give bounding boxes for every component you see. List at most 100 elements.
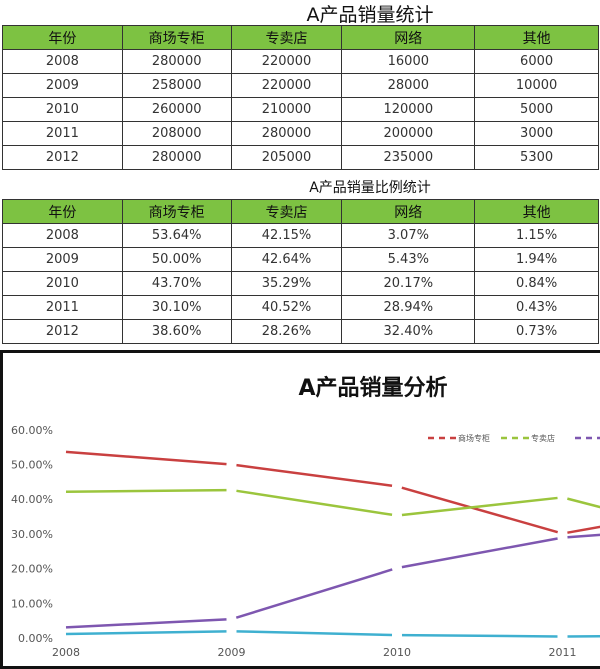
table-cell: 0.84%	[474, 271, 599, 296]
column-header: 商场专柜	[121, 199, 232, 224]
table-row: 2010 260000 210000 120000 5000	[2, 97, 599, 122]
series-line-segment	[401, 537, 558, 569]
table1-title: A产品销量统计	[306, 4, 434, 26]
table-cell: 2008	[2, 223, 123, 248]
chart-svg: A产品销量分析 0.00% 10.00% 20.00% 30.00% 40.00% 50.…	[11, 376, 600, 659]
table-cell: 0.73%	[474, 319, 599, 344]
series-line-segment	[567, 635, 600, 638]
x-tick-label: 2010	[383, 646, 411, 659]
table-cell: 280000	[121, 145, 232, 170]
sales-table: 年份 商场专柜 专卖店 网络 其他 2008 280000 220000 16000 6000 20…	[2, 25, 599, 170]
table-cell: 30.10%	[121, 295, 232, 320]
table-cell: 1.15%	[474, 223, 599, 248]
table-cell: 210000	[230, 97, 343, 122]
series-line-segment	[65, 618, 227, 629]
y-tick-label: 30.00%	[11, 528, 53, 541]
table-cell: 3000	[474, 121, 599, 146]
column-header: 网络	[341, 199, 476, 224]
table-cell: 20.17%	[341, 271, 476, 296]
table-cell: 2008	[2, 49, 123, 74]
table-cell: 2010	[2, 271, 123, 296]
series-line-segment	[401, 633, 558, 638]
table-cell: 260000	[121, 97, 232, 122]
table-cell: 280000	[121, 49, 232, 74]
table-cell: 2012	[2, 145, 123, 170]
column-header: 其他	[474, 199, 599, 224]
table-cell: 235000	[341, 145, 476, 170]
x-tick-label: 2009	[218, 646, 246, 659]
table-cell: 2012	[2, 319, 123, 344]
table-cell: 42.64%	[230, 247, 343, 272]
table-cell: 0.43%	[474, 295, 599, 320]
y-tick-label: 10.00%	[11, 597, 53, 610]
column-header: 专卖店	[230, 199, 343, 224]
y-tick-label: 40.00%	[11, 493, 53, 506]
ratio-table: 年份 商场专柜 专卖店 网络 其他 2008 53.64% 42.15% 3.07% 1.15% 2…	[2, 199, 599, 344]
table-cell: 220000	[230, 73, 343, 98]
table-row: 2011 208000 280000 200000 3000	[2, 121, 599, 146]
series-line-segment	[236, 489, 393, 517]
series-line-segment	[235, 568, 393, 619]
column-header: 网络	[341, 25, 476, 50]
table-cell: 205000	[230, 145, 343, 170]
table-cell: 42.15%	[230, 223, 343, 248]
table-cell: 50.00%	[121, 247, 232, 272]
table-cell: 35.29%	[230, 271, 343, 296]
series-line-segment	[236, 630, 393, 637]
table-cell: 28000	[341, 73, 476, 98]
table-row: 2009 258000 220000 28000 10000	[2, 73, 599, 98]
table-cell: 1.94%	[474, 247, 599, 272]
line-chart: A产品销量分析 0.00% 10.00% 20.00% 30.00% 40.00% 50.…	[0, 350, 600, 669]
column-header: 专卖店	[230, 25, 343, 50]
table-cell: 40.52%	[230, 295, 343, 320]
y-tick-label: 0.00%	[18, 632, 53, 645]
column-header: 年份	[2, 199, 123, 224]
table-cell: 2009	[2, 247, 123, 272]
series-line-segment	[401, 496, 558, 517]
table-row: 2011 30.10% 40.52% 28.94% 0.43%	[2, 295, 599, 320]
table-row: 2012 38.60% 28.26% 32.40% 0.73%	[2, 319, 599, 344]
table-row: 2008 53.64% 42.15% 3.07% 1.15%	[2, 223, 599, 248]
x-tick-label: 2008	[52, 646, 80, 659]
table-row: 2008 280000 220000 16000 6000	[2, 49, 599, 74]
table-cell: 2011	[2, 295, 123, 320]
table-cell: 32.40%	[341, 319, 476, 344]
series-line-segment	[567, 533, 600, 539]
column-header: 年份	[2, 25, 123, 50]
table-cell: 16000	[341, 49, 476, 74]
table-cell: 10000	[474, 73, 599, 98]
series-line-segment	[567, 525, 600, 534]
table-cell: 120000	[341, 97, 476, 122]
y-tick-label: 50.00%	[11, 459, 53, 472]
table-cell: 38.60%	[121, 319, 232, 344]
table-cell: 5000	[474, 97, 599, 122]
table-cell: 280000	[230, 121, 343, 146]
table-cell: 200000	[341, 121, 476, 146]
table-cell: 220000	[230, 49, 343, 74]
series-line-segment	[567, 497, 600, 509]
table-cell: 5.43%	[341, 247, 476, 272]
series-line-segment	[401, 486, 559, 534]
legend-label: 专卖店	[531, 433, 555, 443]
table-cell: 3.07%	[341, 223, 476, 248]
column-header: 其他	[474, 25, 599, 50]
y-tick-label: 20.00%	[11, 563, 53, 576]
table-cell: 2009	[2, 73, 123, 98]
y-tick-label: 60.00%	[11, 424, 53, 437]
table-cell: 208000	[121, 121, 232, 146]
table-cell: 28.94%	[341, 295, 476, 320]
series-line-segment	[236, 463, 393, 487]
table-cell: 258000	[121, 73, 232, 98]
legend-label: 商场专柜	[458, 433, 490, 443]
table-row: 2010 43.70% 35.29% 20.17% 0.84%	[2, 271, 599, 296]
series-line-segment	[65, 488, 227, 493]
table-row: 2012 280000 205000 235000 5300	[2, 145, 599, 170]
series-line-segment	[65, 450, 227, 466]
table-cell: 53.64%	[121, 223, 232, 248]
table-cell: 6000	[474, 49, 599, 74]
table-cell: 2010	[2, 97, 123, 122]
table-cell: 5300	[474, 145, 599, 170]
series-line-segment	[65, 630, 227, 636]
table-cell: 28.26%	[230, 319, 343, 344]
table-row: 2009 50.00% 42.64% 5.43% 1.94%	[2, 247, 599, 272]
